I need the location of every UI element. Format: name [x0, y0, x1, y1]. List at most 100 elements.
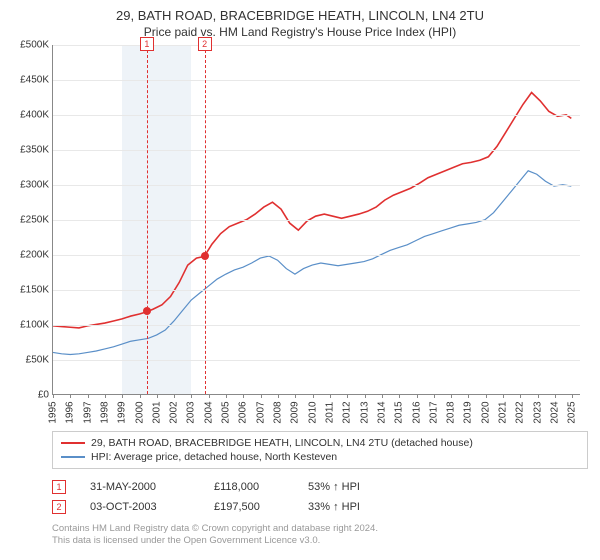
event-marker-box: 2 — [198, 37, 212, 51]
x-tick — [140, 394, 141, 398]
x-tick — [209, 394, 210, 398]
x-tick — [157, 394, 158, 398]
x-axis-label: 2023 — [532, 401, 543, 423]
y-axis-label: £200K — [9, 250, 49, 261]
event-date: 03-OCT-2003 — [90, 501, 190, 513]
footer-attribution: Contains HM Land Registry data © Crown c… — [52, 523, 588, 548]
x-axis-label: 2015 — [394, 401, 405, 423]
legend-swatch — [61, 442, 85, 444]
y-axis-label: £0 — [9, 390, 49, 401]
x-tick — [295, 394, 296, 398]
x-tick — [572, 394, 573, 398]
event-number-box: 1 — [52, 480, 66, 494]
x-tick — [174, 394, 175, 398]
x-axis-label: 2011 — [324, 402, 335, 424]
event-pct: 33% ↑ HPI — [308, 501, 398, 513]
event-vertical-line — [147, 45, 148, 394]
event-marker-box: 1 — [140, 37, 154, 51]
x-axis-label: 2014 — [376, 401, 387, 423]
y-gridline — [53, 255, 580, 256]
x-tick — [243, 394, 244, 398]
x-axis-label: 2017 — [428, 401, 439, 423]
y-axis-label: £500K — [9, 40, 49, 51]
x-tick — [365, 394, 366, 398]
legend-row: 29, BATH ROAD, BRACEBRIDGE HEATH, LINCOL… — [61, 436, 579, 450]
legend-label: HPI: Average price, detached house, Nort… — [91, 451, 337, 463]
y-gridline — [53, 115, 580, 116]
x-tick — [555, 394, 556, 398]
x-axis-label: 2024 — [550, 401, 561, 423]
event-number-box: 2 — [52, 500, 66, 514]
legend-label: 29, BATH ROAD, BRACEBRIDGE HEATH, LINCOL… — [91, 437, 473, 449]
y-axis-label: £350K — [9, 145, 49, 156]
event-row: 1 31-MAY-2000 £118,000 53% ↑ HPI — [52, 477, 588, 497]
y-axis-label: £450K — [9, 75, 49, 86]
x-axis-label: 1995 — [48, 401, 59, 423]
x-axis-label: 2001 — [151, 401, 162, 423]
y-gridline — [53, 290, 580, 291]
x-tick — [451, 394, 452, 398]
x-tick — [330, 394, 331, 398]
event-vertical-line — [205, 45, 206, 394]
x-axis-label: 2022 — [515, 401, 526, 423]
x-axis-label: 2013 — [359, 401, 370, 423]
event-pct: 53% ↑ HPI — [308, 481, 398, 493]
y-gridline — [53, 220, 580, 221]
legend-row: HPI: Average price, detached house, Nort… — [61, 450, 579, 464]
event-date: 31-MAY-2000 — [90, 481, 190, 493]
x-axis-label: 2000 — [134, 401, 145, 423]
series-line-hpi — [53, 171, 571, 355]
footer-line: This data is licensed under the Open Gov… — [52, 535, 588, 547]
y-axis-label: £400K — [9, 110, 49, 121]
x-tick — [261, 394, 262, 398]
legend-swatch — [61, 456, 85, 458]
event-row: 2 03-OCT-2003 £197,500 33% ↑ HPI — [52, 497, 588, 517]
x-axis-label: 2018 — [446, 401, 457, 423]
x-tick — [503, 394, 504, 398]
y-axis-label: £50K — [9, 355, 49, 366]
event-dot — [201, 252, 209, 260]
chart-plot-wrap: £0£50K£100K£150K£200K£250K£300K£350K£400… — [52, 45, 580, 395]
x-tick — [70, 394, 71, 398]
x-tick — [88, 394, 89, 398]
x-tick — [382, 394, 383, 398]
x-tick — [191, 394, 192, 398]
chart-container: 29, BATH ROAD, BRACEBRIDGE HEATH, LINCOL… — [0, 0, 600, 558]
x-tick — [278, 394, 279, 398]
x-axis-label: 2002 — [169, 401, 180, 423]
x-axis-label: 2025 — [567, 401, 578, 423]
y-gridline — [53, 45, 580, 46]
x-tick — [347, 394, 348, 398]
y-axis-label: £250K — [9, 215, 49, 226]
y-gridline — [53, 150, 580, 151]
events-table: 1 31-MAY-2000 £118,000 53% ↑ HPI 2 03-OC… — [52, 477, 588, 517]
x-axis-label: 2006 — [238, 401, 249, 423]
x-tick — [538, 394, 539, 398]
chart-title: 29, BATH ROAD, BRACEBRIDGE HEATH, LINCOL… — [12, 8, 588, 23]
x-tick — [520, 394, 521, 398]
x-axis-label: 1996 — [65, 401, 76, 423]
x-axis-label: 1998 — [99, 401, 110, 423]
x-axis-label: 2003 — [186, 401, 197, 423]
x-axis-label: 1997 — [82, 401, 93, 423]
plot-area: £0£50K£100K£150K£200K£250K£300K£350K£400… — [52, 45, 580, 395]
legend: 29, BATH ROAD, BRACEBRIDGE HEATH, LINCOL… — [52, 431, 588, 469]
y-axis-label: £300K — [9, 180, 49, 191]
x-axis-label: 2009 — [290, 401, 301, 423]
x-axis-label: 2010 — [307, 401, 318, 423]
x-tick — [105, 394, 106, 398]
y-gridline — [53, 80, 580, 81]
x-axis-label: 2008 — [273, 401, 284, 423]
footer-line: Contains HM Land Registry data © Crown c… — [52, 523, 588, 535]
x-axis-label: 2021 — [498, 401, 509, 423]
x-tick — [313, 394, 314, 398]
y-axis-label: £150K — [9, 285, 49, 296]
event-dot — [143, 307, 151, 315]
x-tick — [226, 394, 227, 398]
y-gridline — [53, 325, 580, 326]
x-axis-label: 2012 — [342, 401, 353, 423]
y-gridline — [53, 185, 580, 186]
x-axis-label: 2019 — [463, 401, 474, 423]
x-tick — [434, 394, 435, 398]
y-axis-label: £100K — [9, 320, 49, 331]
